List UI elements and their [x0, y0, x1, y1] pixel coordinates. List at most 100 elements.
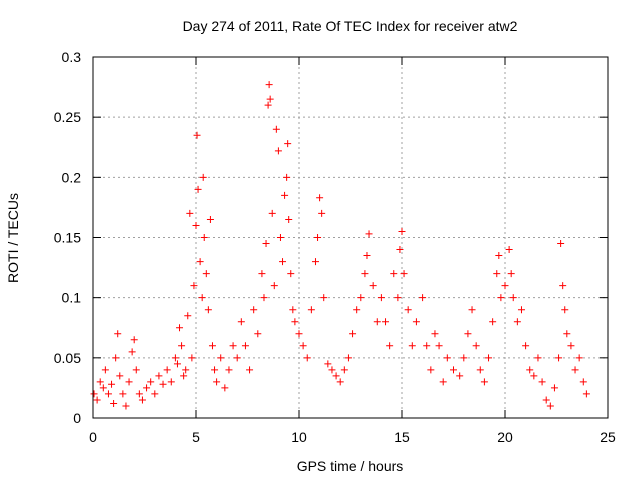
data-point-marker	[190, 282, 198, 290]
x-tick-label: 10	[291, 429, 307, 445]
data-point-marker	[435, 342, 443, 350]
data-point-marker	[184, 312, 192, 320]
data-point-marker	[571, 366, 579, 374]
data-point-marker	[320, 294, 328, 302]
data-point-marker	[439, 378, 447, 386]
data-point-marker	[130, 336, 138, 344]
data-point-marker	[495, 252, 503, 260]
data-point-marker	[266, 95, 274, 103]
data-point-marker	[550, 384, 558, 392]
data-point-marker	[265, 81, 273, 89]
data-point-marker	[114, 330, 122, 338]
data-point-marker	[361, 270, 369, 278]
data-point-marker	[357, 294, 365, 302]
data-point-marker	[200, 234, 208, 241]
data-point-marker	[176, 324, 184, 332]
data-point-marker	[505, 246, 513, 254]
data-point-marker	[575, 354, 583, 362]
data-point-marker	[233, 354, 241, 362]
data-point-marker	[579, 378, 587, 386]
data-point-marker	[112, 354, 120, 362]
data-point-marker	[147, 378, 155, 386]
data-point-marker	[303, 354, 311, 362]
chart-title: Day 274 of 2011, Rate Of TEC Index for r…	[183, 18, 518, 34]
data-point-marker	[485, 354, 493, 362]
data-point-marker	[167, 378, 175, 386]
data-point-marker	[211, 366, 219, 374]
data-point-marker	[270, 282, 278, 290]
data-point-marker	[493, 270, 501, 278]
data-point-marker	[340, 366, 348, 374]
data-point-marker	[173, 360, 181, 368]
data-point-marker	[450, 366, 457, 374]
data-point-marker	[291, 318, 299, 326]
data-point-marker	[155, 372, 163, 380]
data-point-marker	[559, 282, 567, 290]
data-point-marker	[464, 330, 472, 338]
data-point-marker	[110, 400, 118, 408]
data-point-marker	[208, 342, 216, 350]
data-point-marker	[394, 294, 402, 302]
data-point-marker	[93, 396, 101, 404]
data-point-marker	[557, 240, 565, 248]
data-point-marker	[125, 378, 133, 386]
data-point-marker	[390, 270, 398, 278]
data-point-marker	[400, 270, 408, 278]
data-point-marker	[178, 342, 186, 350]
data-point-marker	[324, 360, 332, 368]
x-tick-label: 0	[89, 429, 97, 445]
data-point-marker	[188, 354, 196, 362]
data-point-marker	[460, 354, 468, 362]
data-point-marker	[295, 330, 303, 338]
y-tick-label: 0	[73, 410, 81, 426]
data-point-marker	[412, 318, 420, 326]
data-point-marker	[196, 258, 204, 266]
data-point-marker	[542, 396, 550, 404]
data-point-marker	[386, 342, 394, 350]
data-point-marker	[404, 306, 412, 314]
data-point-marker	[171, 354, 179, 362]
data-point-marker	[276, 234, 284, 241]
data-point-marker	[186, 209, 194, 217]
data-point-marker	[192, 221, 200, 229]
data-point-marker	[507, 270, 515, 278]
x-tick-label: 25	[600, 429, 616, 445]
data-point-marker	[408, 342, 416, 350]
data-point-marker	[268, 209, 276, 217]
data-point-marker	[427, 366, 435, 374]
data-point-marker	[476, 366, 484, 374]
data-point-marker	[96, 378, 104, 386]
data-point-marker	[206, 215, 214, 223]
data-point-marker	[534, 354, 542, 362]
data-point-marker	[567, 342, 575, 350]
data-point-marker	[246, 366, 254, 374]
data-point-marker	[332, 372, 340, 380]
data-point-marker	[119, 390, 127, 398]
data-point-marker	[328, 366, 336, 374]
data-point-marker	[530, 372, 538, 380]
data-point-marker	[299, 342, 307, 350]
data-point-marker	[180, 372, 188, 380]
data-point-marker	[353, 306, 361, 314]
data-point-marker	[538, 378, 546, 386]
data-point-marker	[349, 330, 357, 338]
y-tick-label: 0.2	[62, 169, 82, 185]
data-point-marker	[563, 330, 571, 338]
data-point-marker	[513, 318, 521, 326]
grid-lines	[93, 57, 608, 418]
data-point-marker	[398, 227, 406, 235]
y-tick-label: 0.1	[62, 290, 82, 306]
data-point-marker	[99, 384, 107, 392]
data-point-marker	[101, 366, 109, 374]
x-axis-label: GPS time / hours	[297, 458, 404, 474]
data-point-marker	[132, 366, 140, 374]
data-point-marker	[468, 306, 476, 314]
data-point-marker	[318, 209, 326, 217]
data-point-marker	[116, 372, 124, 380]
data-point-marker	[225, 366, 233, 374]
data-point-marker	[497, 294, 505, 302]
data-point-marker	[431, 330, 439, 338]
y-axis-label: ROTI / TECUs	[5, 193, 21, 283]
data-point-marker	[419, 294, 427, 302]
data-point-marker	[204, 306, 212, 314]
